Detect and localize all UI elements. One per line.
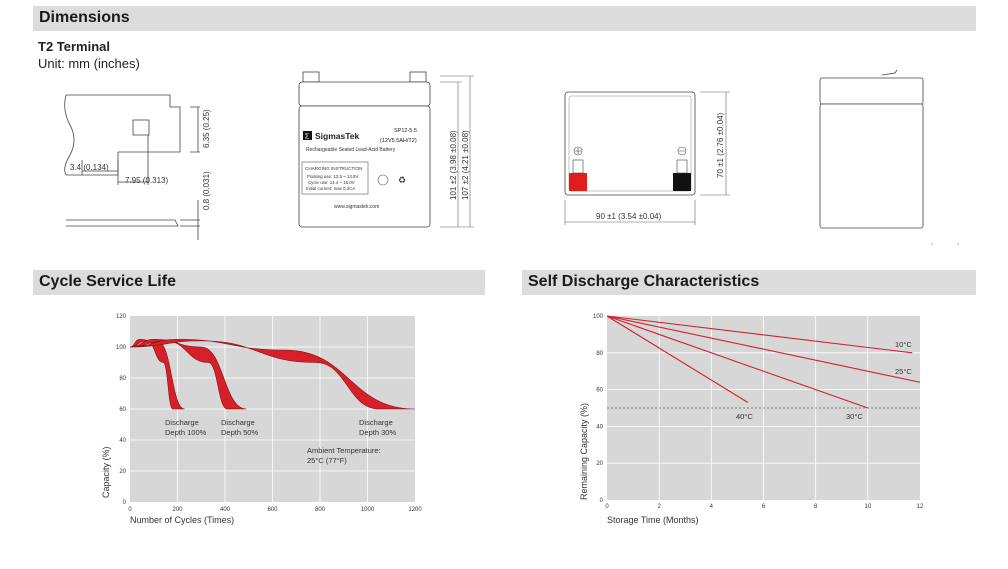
label-50-line2: Depth 50% [221,428,258,437]
terminal-drawing [64,94,200,240]
cycle-ytick: 60 [119,407,126,413]
self-discharge-title: Self Discharge Characteristics [528,273,760,290]
self-discharge-header: Self Discharge Characteristics [522,270,976,295]
label-50-line1: Discharge [221,418,255,427]
cycle-header: Cycle Service Life [33,270,485,295]
cycle-xtick: 800 [315,507,326,513]
height-label-2: 107 ±2 (4.21 ±0.08) [461,130,470,200]
cycle-ytick: 0 [123,500,127,506]
battery-model: SP12-5.5 [394,128,417,134]
sd-ytick: 80 [596,351,603,357]
sd-xtick: 6 [762,504,766,510]
cycle-xtick: 600 [267,507,278,513]
dim-d-label: 0.8 (0.031) [202,171,211,210]
cycle-ytick: 120 [116,314,127,320]
cycle-xtick: 200 [172,507,183,513]
cycle-xtick: 400 [220,507,231,513]
unit-label: Unit: mm (inches) [38,56,140,71]
label-10c: 10°C [895,340,912,349]
cycle-xlabel: Number of Cycles (Times) [130,515,234,525]
battery-model-sub: (12V5.5AH/T2) [380,138,417,144]
charging-line-2: Cycle use: 14.4 ~ 15.0V [308,180,355,185]
label-30-line1: Discharge [359,418,393,427]
dim-c-label: 7.95 (0.313) [125,176,168,185]
sd-series-4 [606,315,749,403]
ambient-line1: Ambient Temperature: [307,446,381,455]
ambient-line2: 25°C (77°F) [307,456,347,465]
sd-xtick: 10 [864,504,871,510]
sd-xtick: 0 [605,504,609,510]
battery-brand: SigmasTek [315,131,360,141]
dimensions-header: Dimensions [33,6,976,31]
label-40c: 40°C [736,412,753,421]
cycle-ytick: 20 [119,469,126,475]
sd-ytick: 100 [593,314,604,320]
sd-xtick: 4 [710,504,714,510]
label-30-line2: Depth 30% [359,428,396,437]
sd-xtick: 2 [657,504,661,510]
charging-line-3: Initial current: max 0.3CA [306,186,355,191]
cycle-ytick: 80 [119,376,126,382]
cycle-xtick: 0 [128,507,132,513]
terminal-title: T2 Terminal [38,39,111,54]
charging-line-1: Floating use: 13.5 ~ 13.8V [307,174,358,179]
sd-xtick: 12 [917,504,924,510]
cycle-xtick: 1200 [408,507,422,513]
sd-ytick: 0 [600,498,604,504]
svg-text:♻: ♻ [398,175,406,185]
cycle-title: Cycle Service Life [39,273,176,290]
svg-text:Σ: Σ [305,134,310,141]
label-100-line2: Depth 100% [165,428,207,437]
cycle-series-3 [129,338,416,410]
cycle-ytick: 100 [116,345,127,351]
sd-series-2 [606,315,921,383]
dim-b-label: 3.4 (0.134) [70,163,109,172]
sd-xtick: 8 [814,504,818,510]
dim-a-label: 6.35 (0.25) [202,109,211,148]
dimensions-title: Dimensions [39,9,130,26]
height-label-1: 101 ±2 (3.98 ±0.08) [449,130,458,200]
width-label: 90 ±1 (3.54 ±0.04) [596,212,662,221]
battery-front-view: Σ ♻ [298,71,474,228]
cycle-xtick: 1000 [361,507,375,513]
cycle-ytick: 40 [119,438,126,444]
sd-ytick: 40 [596,424,603,430]
battery-description: Rechargeable Sealed Lead-Acid Battery [306,147,396,153]
battery-website: www.sigmastek.com [334,204,379,210]
battery-top-view [564,91,730,225]
label-30c: 30°C [846,412,863,421]
charging-title: CHARGING INSTRUCTION [305,166,362,171]
sd-series-1 [606,315,913,354]
sd-xlabel: Storage Time (Months) [607,515,699,525]
depth-label: 70 ±1 (2.76 ±0.04) [716,112,725,178]
sd-ylabel: Remaining Capacity (%) [579,403,589,500]
label-25c: 25°C [895,367,912,376]
battery-side-view [819,69,959,245]
sd-ytick: 20 [596,461,603,467]
sd-ytick: 60 [596,388,603,394]
sd-series-3 [606,315,869,409]
cycle-ylabel: Capacity (%) [101,446,111,498]
label-100-line1: Discharge [165,418,199,427]
